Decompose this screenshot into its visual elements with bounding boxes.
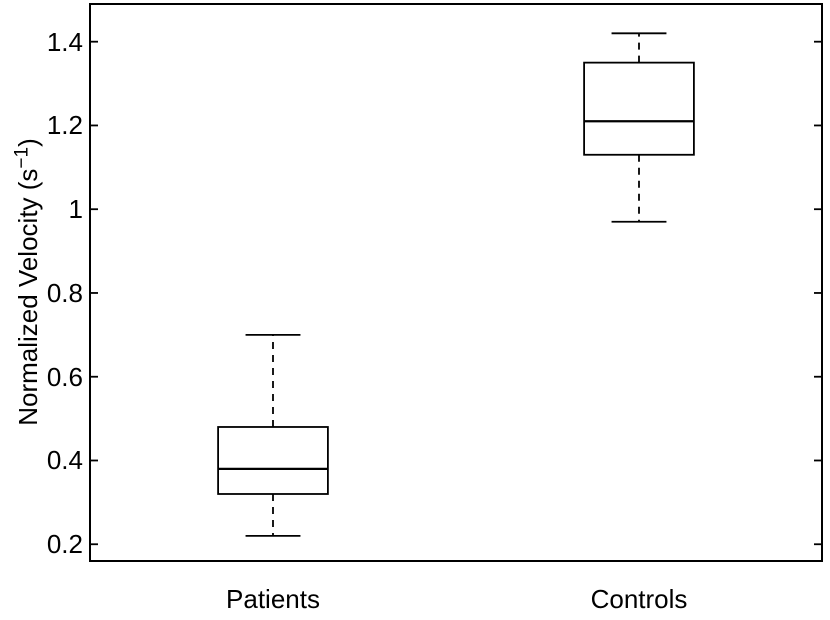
ytick-label-1.2: 1.2	[46, 110, 83, 141]
ytick-label-1: 1	[68, 194, 83, 225]
ytick-label-1.4: 1.4	[46, 26, 83, 57]
ytick-label-0.8: 0.8	[46, 277, 83, 308]
xtick-label-patients: Patients	[226, 584, 320, 614]
box-patients	[217, 426, 329, 495]
plot-frame	[89, 3, 823, 562]
ytick-label-0.4: 0.4	[46, 445, 83, 476]
ytick-label-0.6: 0.6	[46, 361, 83, 392]
y-axis-label-superscript: −1	[11, 146, 33, 169]
xtick-label-controls: Controls	[590, 584, 688, 614]
box-controls	[583, 61, 695, 156]
ytick-label-0.2: 0.2	[46, 529, 83, 560]
